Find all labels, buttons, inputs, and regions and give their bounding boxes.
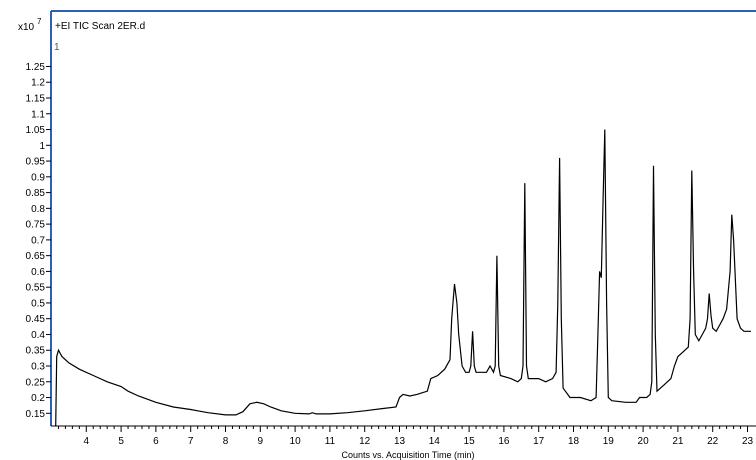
y-tick-label: 1.05 <box>26 125 46 136</box>
trace-number-label: 1 <box>54 42 60 53</box>
y-tick-label: 0.35 <box>26 346 46 357</box>
y-tick-label: 1.15 <box>26 94 46 105</box>
tic-trace-line <box>55 129 751 427</box>
x-tick-label: 13 <box>394 436 406 447</box>
y-tick-label: 0.95 <box>26 157 46 168</box>
x-tick-label: 5 <box>118 436 124 447</box>
y-tick-label: 0.9 <box>31 172 45 183</box>
y-tick-label: 0.6 <box>31 267 45 278</box>
y-tick-label: 1.1 <box>31 109 45 120</box>
y-tick-label: 0.3 <box>31 362 45 373</box>
x-tick-label: 10 <box>290 436 302 447</box>
y-tick-label: 0.8 <box>31 204 45 215</box>
y-tick-label: 0.15 <box>26 409 46 420</box>
x-tick-label: 18 <box>568 436 580 447</box>
x-tick-label: 16 <box>498 436 510 447</box>
y-axis: 0.15 0.2 0.25 0.3 0.35 0.4 0.45 0.5 0.55 0.6 0.65 0… <box>26 62 51 420</box>
chart-title: +EI TIC Scan 2ER.d <box>55 21 145 32</box>
y-tick-label: 0.7 <box>31 235 45 246</box>
y-tick-label: 0.55 <box>26 283 46 294</box>
x-axis: 4 5 6 7 8 9 10 11 12 13 14 15 16 17 18 19 20 21 22 23 <box>57 426 754 447</box>
y-multiplier-base: x10 <box>18 22 35 33</box>
x-tick-label: 19 <box>603 436 615 447</box>
x-tick-label: 12 <box>359 436 371 447</box>
y-tick-label: 0.65 <box>26 251 46 262</box>
y-tick-label: 1.25 <box>26 62 46 73</box>
y-multiplier-exponent: 7 <box>37 17 42 26</box>
y-tick-label: 1 <box>39 141 45 152</box>
y-tick-label: 0.4 <box>31 330 45 341</box>
x-tick-label: 6 <box>153 436 159 447</box>
y-tick-label: 0.75 <box>26 220 46 231</box>
x-tick-label: 11 <box>325 436 336 447</box>
y-tick-label: 0.85 <box>26 188 46 199</box>
x-tick-label: 15 <box>464 436 476 447</box>
y-tick-label: 0.5 <box>31 298 45 309</box>
x-tick-label: 17 <box>533 436 545 447</box>
x-tick-label: 20 <box>638 436 650 447</box>
x-tick-label: 8 <box>223 436 229 447</box>
x-tick-label: 7 <box>188 436 194 447</box>
x-tick-label: 14 <box>429 436 441 447</box>
x-tick-label: 9 <box>258 436 264 447</box>
y-tick-label: 0.45 <box>26 314 46 325</box>
y-tick-label: 0.2 <box>31 393 45 404</box>
x-tick-label: 21 <box>672 436 684 447</box>
x-tick-label: 23 <box>742 436 754 447</box>
x-axis-title: Counts vs. Acquisition Time (min) <box>341 450 474 460</box>
x-tick-label: 22 <box>707 436 719 447</box>
y-tick-label: 1.2 <box>31 78 45 89</box>
x-tick-label: 4 <box>84 436 90 447</box>
y-tick-label: 0.25 <box>26 377 46 388</box>
